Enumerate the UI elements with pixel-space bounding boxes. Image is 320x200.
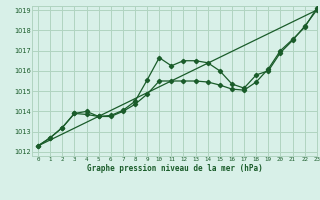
X-axis label: Graphe pression niveau de la mer (hPa): Graphe pression niveau de la mer (hPa) (86, 164, 262, 173)
